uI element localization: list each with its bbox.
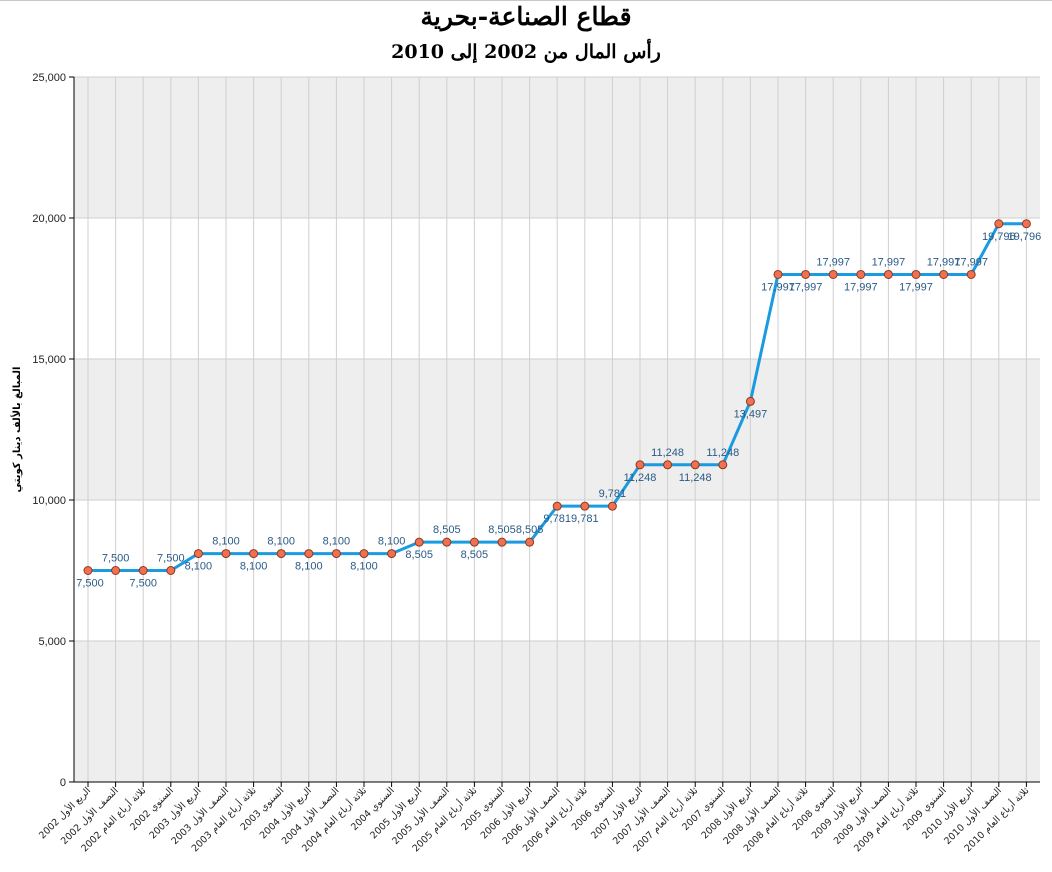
y-tick-label: 15,000: [32, 354, 66, 366]
data-point: [939, 269, 949, 279]
data-label: 17,997: [899, 281, 933, 293]
top-border: [0, 0, 1052, 1]
data-point: [414, 537, 424, 547]
data-label: 7,500: [76, 578, 104, 590]
data-point: [111, 566, 121, 575]
data-label: 17,997: [927, 256, 961, 268]
axes: [69, 76, 1040, 787]
data-label: 17,997: [789, 281, 823, 293]
y-tick-labels: 0 5,000 10,000 15,000 20,000 25,000: [32, 72, 66, 789]
data-point: [331, 549, 341, 559]
data-point: [359, 549, 369, 559]
data-point: [138, 566, 148, 575]
data-label: 19,796: [982, 231, 1016, 243]
data-point: [745, 396, 755, 406]
data-point: [580, 501, 590, 511]
data-point: [83, 566, 93, 575]
data-label: 17,997: [844, 281, 878, 293]
data-point: [911, 269, 921, 279]
data-label: 8,100: [295, 561, 323, 573]
y-tick-label: 25,000: [32, 72, 66, 84]
data-point: [607, 501, 617, 511]
data-label: 8,505: [461, 549, 489, 561]
data-point: [994, 219, 1004, 229]
y-tick-label: 20,000: [32, 213, 66, 225]
data-point: [304, 549, 314, 559]
data-label: 11,248: [706, 447, 739, 459]
data-point: [276, 549, 286, 559]
data-point: [469, 537, 479, 547]
data-label: 8,100: [378, 536, 406, 548]
data-point: [828, 269, 838, 279]
data-labels: 7,5007,5007,5007,5008,1008,1008,1008,100…: [76, 231, 1041, 590]
data-label: 11,248: [679, 472, 712, 484]
data-label: 9,781: [543, 513, 571, 525]
data-point: [221, 549, 231, 559]
data-label: 8,505: [516, 524, 544, 536]
data-point: [387, 549, 397, 559]
data-label: 19,796: [1008, 231, 1042, 243]
data-point: [883, 269, 893, 279]
data-label: 11,248: [651, 447, 684, 459]
data-label: 8,505: [405, 549, 433, 561]
data-point: [193, 549, 203, 559]
chart-subtitle: رأس المال من 2002 إلى 2010: [391, 41, 661, 63]
data-label: 17,997: [816, 256, 850, 268]
data-label: 8,505: [433, 524, 461, 536]
data-point: [442, 537, 452, 547]
data-label: 8,100: [323, 536, 351, 548]
y-tick-label: 0: [60, 777, 66, 789]
data-point: [690, 460, 700, 470]
data-label: 17,997: [761, 281, 795, 293]
data-label: 8,100: [212, 536, 240, 548]
data-label: 8,100: [240, 561, 268, 573]
y-tick-label: 5,000: [38, 636, 66, 648]
data-point: [249, 549, 259, 559]
data-label: 17,997: [954, 256, 988, 268]
horizontal-gridlines: [74, 76, 1040, 783]
chart-title: قطاع الصناعة-بحرية: [420, 2, 632, 31]
data-point: [166, 566, 176, 575]
data-label: 8,100: [185, 561, 213, 573]
data-point: [856, 269, 866, 279]
vertical-gridlines: [87, 77, 1027, 782]
data-point: [497, 537, 507, 547]
data-label: 13,497: [734, 408, 768, 420]
data-label: 7,500: [102, 553, 130, 565]
data-point: [552, 501, 562, 511]
data-point: [718, 460, 728, 470]
data-point: [663, 460, 673, 470]
data-point: [525, 537, 535, 547]
data-label: 17,997: [872, 256, 906, 268]
data-point: [773, 269, 783, 279]
data-point: [635, 460, 645, 470]
data-label: 8,100: [350, 561, 378, 573]
data-label: 7,500: [157, 553, 185, 565]
data-point: [966, 269, 976, 279]
data-label: 8,505: [488, 524, 516, 536]
series-markers: [83, 219, 1031, 575]
data-point: [1021, 219, 1031, 229]
y-axis-label: المبالغ بالألف دينار كويتي: [10, 367, 23, 493]
data-label: 11,248: [624, 472, 657, 484]
data-label: 9,781: [571, 513, 599, 525]
data-label: 8,100: [267, 536, 295, 548]
y-tick-label: 10,000: [32, 495, 66, 507]
data-label: 7,500: [129, 578, 157, 590]
data-label: 9,781: [599, 488, 627, 500]
data-point: [801, 269, 811, 279]
